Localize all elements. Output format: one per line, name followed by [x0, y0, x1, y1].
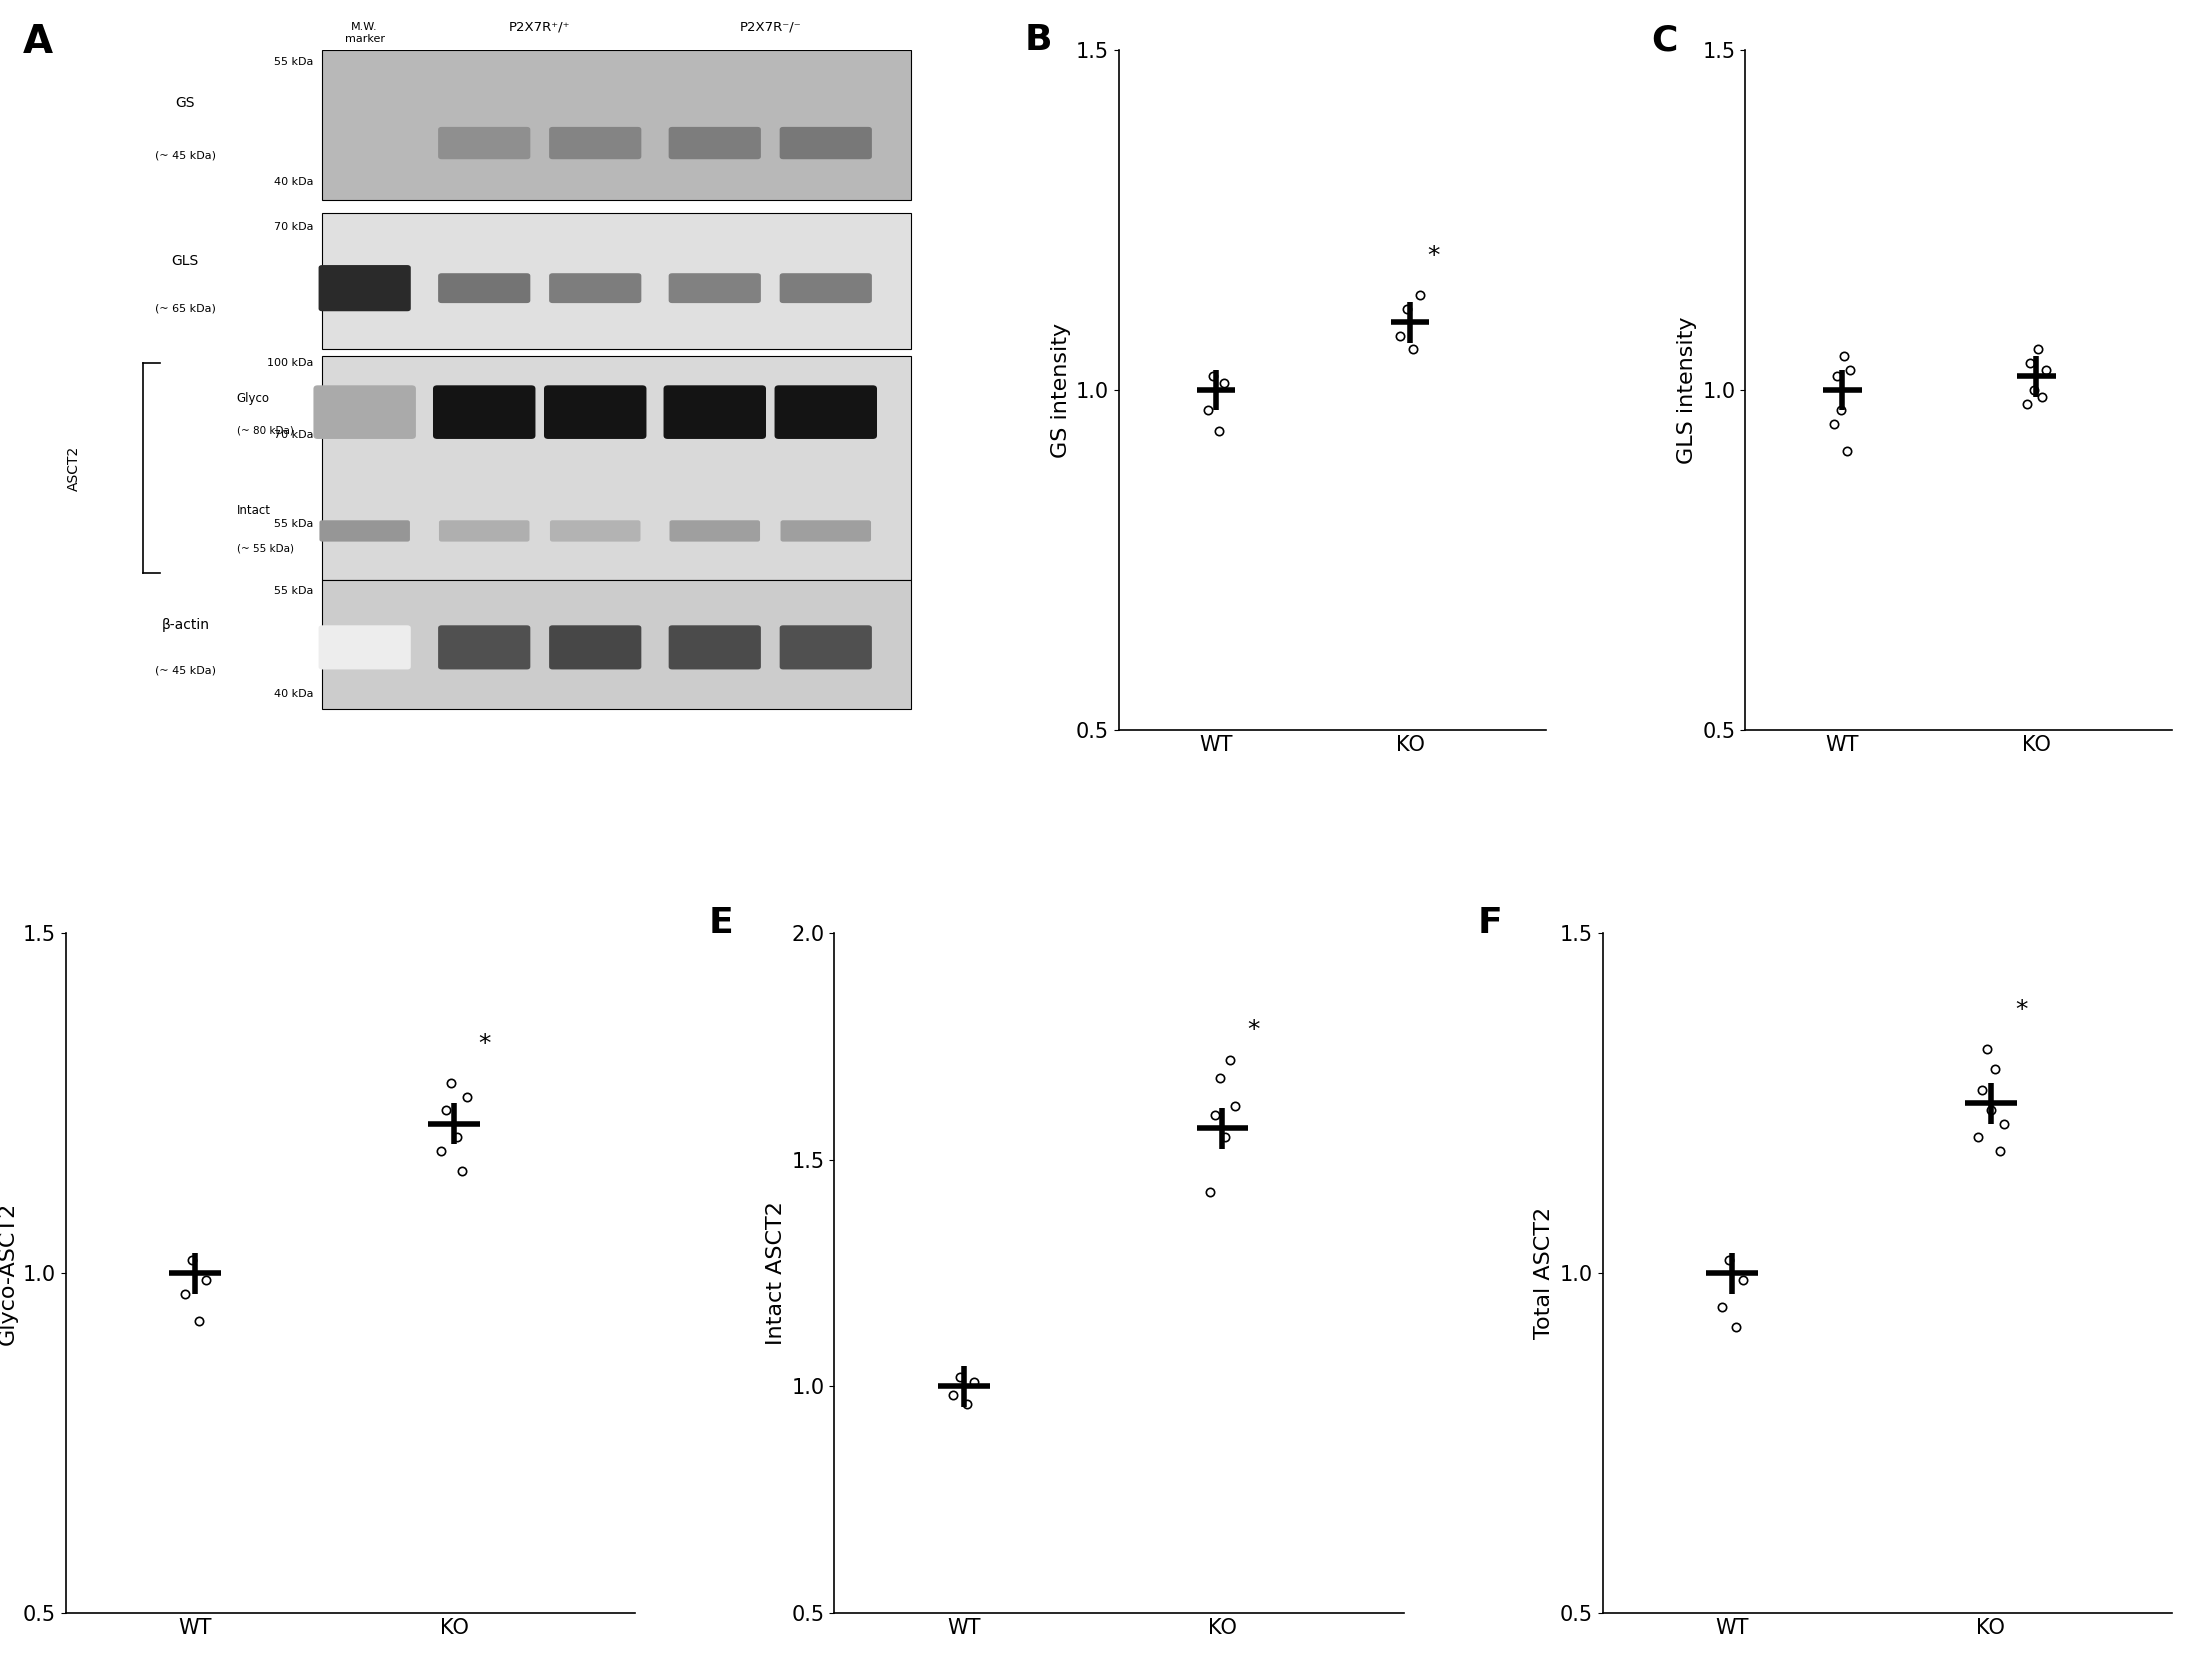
Text: F: F — [1477, 906, 1503, 941]
Text: GS: GS — [176, 96, 195, 109]
Text: (~ 65 kDa): (~ 65 kDa) — [156, 304, 215, 314]
FancyBboxPatch shape — [439, 625, 531, 669]
Text: C: C — [1652, 24, 1678, 57]
Text: 70 kDa: 70 kDa — [274, 430, 314, 440]
FancyBboxPatch shape — [314, 385, 417, 438]
Bar — [323, 356, 911, 580]
FancyBboxPatch shape — [318, 625, 410, 669]
FancyBboxPatch shape — [669, 625, 761, 669]
FancyBboxPatch shape — [779, 274, 871, 302]
Text: P2X7R⁻/⁻: P2X7R⁻/⁻ — [739, 20, 801, 34]
Text: A: A — [24, 24, 53, 60]
FancyBboxPatch shape — [779, 128, 871, 160]
Text: B: B — [1025, 24, 1053, 57]
FancyBboxPatch shape — [439, 128, 531, 160]
Text: ASCT2: ASCT2 — [68, 445, 81, 491]
Bar — [323, 580, 911, 709]
Text: 55 kDa: 55 kDa — [274, 57, 314, 67]
Text: 55 kDa: 55 kDa — [274, 586, 314, 596]
Text: 40 kDa: 40 kDa — [274, 176, 314, 186]
Y-axis label: Intact ASCT2: Intact ASCT2 — [766, 1201, 785, 1346]
Y-axis label: GLS intensity: GLS intensity — [1676, 316, 1696, 464]
Text: Glyco: Glyco — [237, 391, 270, 405]
FancyBboxPatch shape — [669, 128, 761, 160]
Text: β-actin: β-actin — [162, 618, 208, 632]
Text: GLS: GLS — [171, 254, 200, 269]
FancyBboxPatch shape — [781, 521, 871, 541]
Y-axis label: GS intensity: GS intensity — [1051, 323, 1071, 457]
Y-axis label: Glyco-ASCT2: Glyco-ASCT2 — [0, 1201, 18, 1344]
Text: (~ 80 kDa): (~ 80 kDa) — [237, 425, 294, 435]
FancyBboxPatch shape — [548, 128, 641, 160]
FancyBboxPatch shape — [551, 521, 641, 541]
Bar — [323, 213, 911, 349]
Text: *: * — [2016, 998, 2027, 1021]
Text: (~ 55 kDa): (~ 55 kDa) — [237, 544, 294, 554]
Text: 70 kDa: 70 kDa — [274, 222, 314, 232]
Y-axis label: Total ASCT2: Total ASCT2 — [1534, 1208, 1553, 1339]
FancyBboxPatch shape — [548, 274, 641, 302]
FancyBboxPatch shape — [318, 265, 410, 311]
FancyBboxPatch shape — [669, 521, 759, 541]
Text: P2X7R⁺/⁺: P2X7R⁺/⁺ — [509, 20, 570, 34]
Text: 55 kDa: 55 kDa — [274, 519, 314, 529]
Text: 40 kDa: 40 kDa — [274, 689, 314, 699]
Text: Intact: Intact — [237, 504, 270, 517]
FancyBboxPatch shape — [320, 521, 410, 541]
FancyBboxPatch shape — [779, 625, 871, 669]
Bar — [323, 50, 911, 200]
Text: (~ 45 kDa): (~ 45 kDa) — [156, 665, 215, 675]
FancyBboxPatch shape — [548, 625, 641, 669]
Text: *: * — [1426, 244, 1439, 267]
Text: *: * — [478, 1032, 491, 1055]
Text: M.W.
marker: M.W. marker — [344, 22, 384, 44]
FancyBboxPatch shape — [439, 521, 529, 541]
FancyBboxPatch shape — [439, 274, 531, 302]
Text: *: * — [1248, 1018, 1259, 1042]
Text: (~ 45 kDa): (~ 45 kDa) — [156, 150, 215, 160]
FancyBboxPatch shape — [774, 385, 878, 438]
FancyBboxPatch shape — [432, 385, 535, 438]
FancyBboxPatch shape — [663, 385, 766, 438]
FancyBboxPatch shape — [544, 385, 647, 438]
Text: 100 kDa: 100 kDa — [268, 358, 314, 368]
Text: E: E — [709, 906, 733, 941]
FancyBboxPatch shape — [669, 274, 761, 302]
